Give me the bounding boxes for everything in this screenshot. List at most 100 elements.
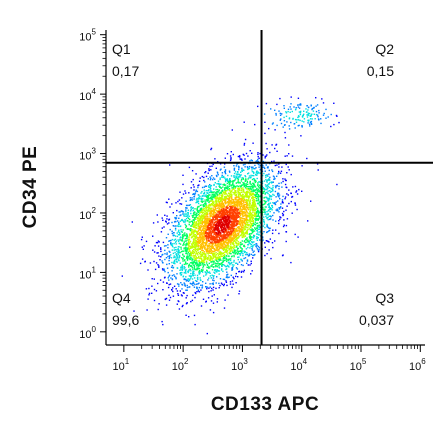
event-dot <box>203 207 205 210</box>
event-dot <box>231 227 233 230</box>
event-dot <box>166 215 168 217</box>
event-dot <box>242 224 244 227</box>
event-dot <box>244 163 246 166</box>
event-dot <box>246 212 249 214</box>
event-dot <box>224 244 226 246</box>
event-dot <box>205 203 207 206</box>
event-dot <box>209 230 212 232</box>
event-dot <box>252 211 254 214</box>
event-dot <box>294 185 297 188</box>
event-dot <box>203 203 205 206</box>
event-dot <box>218 240 220 242</box>
event-dot <box>206 257 208 260</box>
event-dot <box>251 208 253 210</box>
event-dot <box>197 210 199 212</box>
event-dot <box>241 260 243 262</box>
event-dot <box>195 222 197 224</box>
event-dot <box>262 187 265 189</box>
event-dot <box>204 205 206 207</box>
event-dot <box>218 200 220 203</box>
event-dot <box>217 220 219 223</box>
event-dot <box>232 191 234 194</box>
event-dot <box>186 256 189 259</box>
event-dot <box>180 282 182 284</box>
event-dot <box>285 163 287 166</box>
event-dot <box>224 163 226 165</box>
event-dot <box>248 167 250 170</box>
event-dot <box>196 212 198 214</box>
event-dot <box>213 191 215 193</box>
event-dot <box>157 245 160 247</box>
event-dot <box>252 207 255 210</box>
event-dot <box>232 276 234 278</box>
event-dot <box>195 243 197 245</box>
event-dot <box>272 214 274 217</box>
event-dot <box>215 224 217 227</box>
event-dot <box>161 260 163 262</box>
event-dot <box>168 274 171 276</box>
event-dot <box>237 216 239 218</box>
event-dot <box>199 215 202 217</box>
event-dot <box>226 213 229 215</box>
event-dot <box>178 256 181 258</box>
event-dot <box>224 212 226 214</box>
event-dot <box>294 202 296 205</box>
event-dot <box>163 269 166 271</box>
event-dot <box>224 234 227 237</box>
event-dot <box>231 201 233 203</box>
event-dot <box>199 271 201 273</box>
event-dot <box>267 166 269 168</box>
event-dot <box>257 231 259 233</box>
event-dot <box>171 221 173 224</box>
event-dot <box>203 232 205 234</box>
event-dot <box>193 266 196 268</box>
event-dot <box>241 248 243 250</box>
event-dot <box>224 196 226 199</box>
event-dot <box>185 217 188 220</box>
event-dot <box>248 242 250 244</box>
event-dot <box>218 258 220 261</box>
event-dot <box>192 245 194 247</box>
event-dot <box>174 238 177 240</box>
event-dot <box>210 220 212 222</box>
event-dot <box>240 178 243 181</box>
event-dot <box>201 238 203 240</box>
event-dot <box>262 208 264 210</box>
event-dot <box>256 189 259 192</box>
event-dot <box>224 180 227 183</box>
event-dot <box>249 181 251 183</box>
event-dot <box>257 219 259 221</box>
event-dot <box>220 264 223 266</box>
event-dot <box>193 314 196 317</box>
event-dot <box>277 192 279 195</box>
event-dot <box>220 240 222 242</box>
event-dot <box>287 166 289 168</box>
event-dot <box>226 244 229 246</box>
event-dot <box>218 209 220 211</box>
event-dot <box>228 234 230 236</box>
event-dot <box>210 222 212 225</box>
event-dot <box>257 182 259 184</box>
event-dot <box>177 239 179 241</box>
event-dot <box>249 247 251 249</box>
event-dot <box>203 258 206 260</box>
event-dot <box>172 295 175 297</box>
event-dot <box>288 144 290 146</box>
event-dot <box>310 200 312 202</box>
event-dot <box>219 253 221 256</box>
event-dot <box>203 255 205 257</box>
event-dot <box>187 280 190 282</box>
event-dot <box>174 249 177 251</box>
event-dot <box>230 196 232 198</box>
event-dot <box>217 207 220 209</box>
event-dot <box>191 225 193 227</box>
event-dot <box>192 294 194 296</box>
event-dot <box>193 189 195 191</box>
event-dot <box>180 246 182 248</box>
event-dot <box>205 244 207 247</box>
event-dot <box>263 223 266 225</box>
event-dot <box>234 202 236 204</box>
event-dot <box>222 228 224 230</box>
event-dot <box>256 160 259 162</box>
event-dot <box>268 209 270 211</box>
